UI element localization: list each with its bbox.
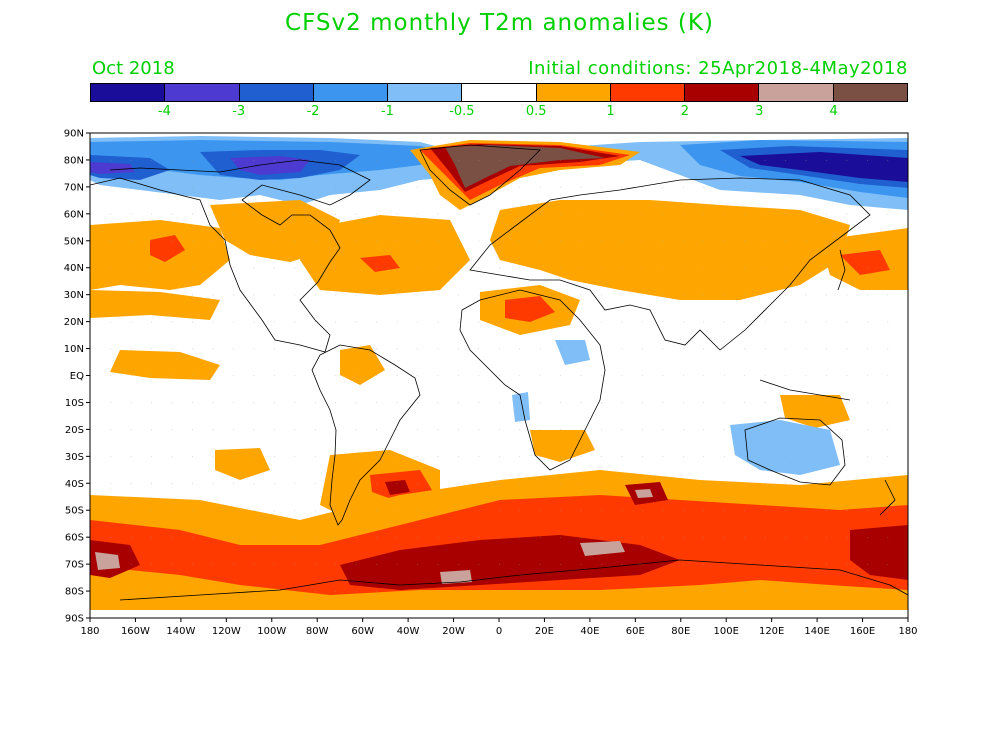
lon-label: 100W — [257, 626, 286, 637]
lon-label: 60E — [626, 626, 645, 637]
legend-label: 4 — [829, 104, 838, 119]
lat-label: 30N — [64, 290, 84, 301]
coastlines — [90, 144, 908, 601]
lon-label: 100E — [714, 626, 739, 637]
north-america-coast — [90, 159, 371, 353]
color-legend-bar — [90, 83, 908, 102]
legend-swatch — [91, 84, 166, 101]
australia-coast — [744, 417, 846, 486]
legend-label: -0.5 — [449, 104, 475, 119]
lat-label: 50S — [65, 506, 84, 517]
lat-label: 50N — [64, 236, 84, 247]
legend-swatch — [239, 84, 314, 101]
lat-label: 70N — [64, 182, 84, 193]
legend-label: 0.5 — [525, 104, 547, 119]
south-america-coast — [311, 344, 421, 526]
legend-label: -3 — [232, 104, 246, 119]
lat-label: 40N — [64, 263, 84, 274]
lat-label: 90S — [65, 614, 84, 625]
legend-swatch — [313, 84, 389, 101]
africa-coast — [459, 289, 606, 471]
greenland-coast — [419, 144, 541, 206]
lat-label: 90N — [64, 129, 84, 140]
legend-swatch — [759, 84, 834, 101]
forecast-month: Oct 2018 — [92, 58, 175, 79]
longitude-axis: 180 160W 140W 120W 100W 80W 60W 40W 20W 0 20E 40E 60… — [80, 618, 918, 637]
legend-label: -4 — [157, 104, 171, 119]
legend-swatch — [462, 84, 537, 101]
lat-label: 70S — [65, 560, 84, 571]
lon-label: 120E — [759, 626, 784, 637]
lon-label: 20E — [535, 626, 554, 637]
lon-label: 140W — [166, 626, 195, 637]
legend-label: -2 — [306, 104, 320, 119]
map-title: CFSv2 monthly T2m anomalies (K) — [285, 10, 714, 36]
eurasia-coast — [469, 177, 871, 351]
lon-label: 40E — [580, 626, 599, 637]
lon-label: 20W — [442, 626, 465, 637]
lon-label: 80E — [671, 626, 690, 637]
legend-swatch — [165, 84, 240, 101]
lat-label: 10N — [64, 344, 84, 355]
legend-label: 3 — [755, 104, 764, 119]
legend-swatch — [536, 84, 611, 101]
lon-label: 140E — [804, 626, 829, 637]
maritime-islands-coast — [759, 379, 851, 401]
lon-label: 60W — [351, 626, 374, 637]
legend-swatch — [833, 84, 907, 101]
lat-label: 30S — [65, 452, 84, 463]
lon-label: 180 — [80, 626, 99, 637]
lon-label: 180 — [898, 626, 917, 637]
lat-label: 80N — [64, 155, 84, 166]
lon-label: 40W — [397, 626, 420, 637]
antarctica-coast — [119, 559, 908, 601]
lat-label: 20S — [65, 425, 84, 436]
new-zealand-coast — [879, 479, 896, 516]
legend-label: 2 — [680, 104, 690, 119]
anomaly-field — [90, 133, 908, 618]
japan-coast — [837, 249, 846, 291]
latitude-axis: 90N 80N 70N 60N 50N 40N 30N 20N 10N EQ 10S 20S 30S 40… — [64, 129, 90, 625]
legend-label: 1 — [606, 104, 615, 119]
legend-swatch — [388, 84, 463, 101]
lon-label: 120W — [212, 626, 241, 637]
legend-label: -1 — [380, 104, 394, 119]
lat-label: EQ — [70, 371, 84, 382]
lon-label: 160E — [850, 626, 875, 637]
grid-dots — [90, 133, 908, 618]
color-legend-labels: -4 -3 -2 -1 -0.5 0.5 1 2 3 4 — [90, 104, 908, 120]
initial-conditions-label: Initial conditions: 25Apr2018-4May2018 — [528, 58, 908, 79]
lat-label: 20N — [64, 317, 84, 328]
lat-label: 10S — [65, 398, 84, 409]
legend-swatch — [610, 84, 686, 101]
lon-label: 0 — [496, 626, 502, 637]
lon-label: 160W — [121, 626, 150, 637]
lat-label: 60N — [64, 209, 84, 220]
lat-label: 80S — [65, 587, 84, 598]
legend-swatch — [685, 84, 760, 101]
lat-label: 40S — [65, 479, 84, 490]
lat-label: 60S — [65, 533, 84, 544]
lon-label: 80W — [306, 626, 329, 637]
